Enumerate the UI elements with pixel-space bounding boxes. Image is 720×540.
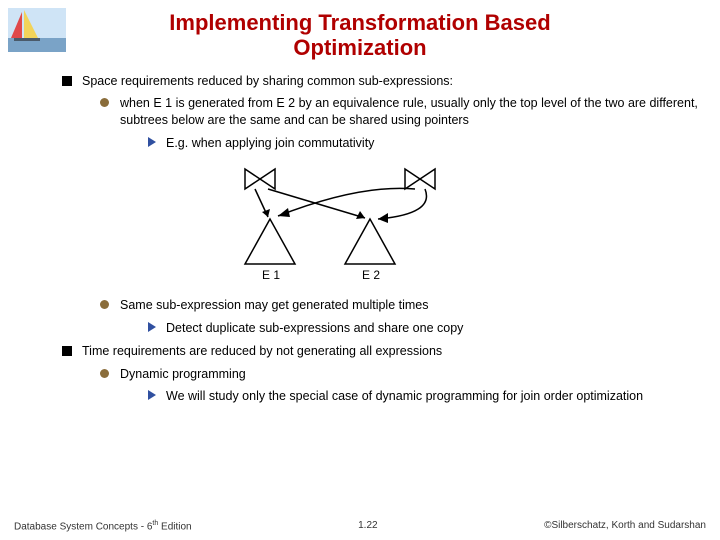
bullet-text: Time requirements are reduced by not gen…	[82, 344, 442, 358]
sailboat-logo	[8, 8, 66, 52]
tree-e1	[245, 219, 295, 264]
tree-e2	[345, 219, 395, 264]
bullet-text: E.g. when applying join commutativity	[166, 136, 374, 150]
bullet-dynamic-programming: Dynamic programming	[100, 366, 702, 383]
slide-title: Implementing Transformation Based Optimi…	[0, 0, 720, 73]
footer-page: 1.22	[358, 520, 377, 532]
bullet-equivalence-rule: when E 1 is generated from E 2 by an equ…	[100, 95, 702, 129]
title-line-2: Optimization	[293, 35, 426, 60]
join-diagram: E 1 E 2	[210, 164, 470, 284]
footer-right: ©Silberschatz, Korth and Sudarshan	[544, 520, 706, 532]
title-line-1: Implementing Transformation Based	[169, 10, 550, 35]
bullet-detect-duplicate: Detect duplicate sub-expressions and sha…	[148, 320, 702, 337]
slide-body: Space requirements reduced by sharing co…	[0, 73, 720, 406]
join-icon	[405, 169, 435, 189]
slide-footer: Database System Concepts - 6th Edition 1…	[0, 520, 720, 532]
bullet-text: We will study only the special case of d…	[166, 389, 643, 403]
bullet-text: Space requirements reduced by sharing co…	[82, 74, 453, 88]
bullet-text: Detect duplicate sub-expressions and sha…	[166, 321, 463, 335]
e2-label: E 2	[362, 268, 380, 282]
bullet-special-case: We will study only the special case of d…	[148, 388, 702, 405]
bullet-text: Dynamic programming	[120, 367, 246, 381]
bullet-join-commutativity: E.g. when applying join commutativity	[148, 135, 702, 152]
bullet-same-subexpr: Same sub-expression may get generated mu…	[100, 297, 702, 314]
join-icon	[245, 169, 275, 189]
bullet-text: Same sub-expression may get generated mu…	[120, 298, 428, 312]
footer-left: Database System Concepts - 6th Edition	[14, 520, 192, 532]
bullet-text: when E 1 is generated from E 2 by an equ…	[120, 96, 698, 127]
bullet-space-req: Space requirements reduced by sharing co…	[60, 73, 702, 90]
e1-label: E 1	[262, 268, 280, 282]
bullet-time-req: Time requirements are reduced by not gen…	[60, 343, 702, 360]
